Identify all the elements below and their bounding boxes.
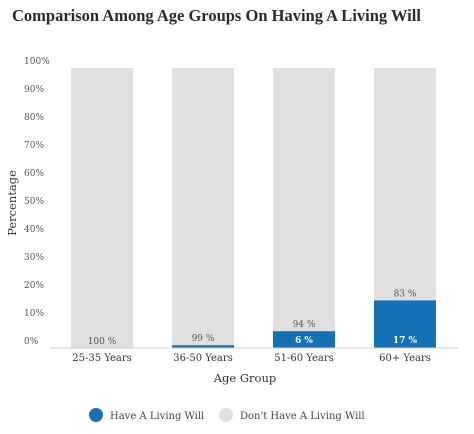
y-tick-label: 0% bbox=[24, 337, 39, 347]
bars bbox=[71, 68, 436, 348]
data-label-dont-have: 100 % bbox=[88, 337, 117, 347]
y-tick-label: 30% bbox=[24, 253, 44, 263]
data-label-dont-have: 83 % bbox=[394, 289, 417, 299]
x-tick-label: 36-50 Years bbox=[173, 353, 233, 364]
data-label-have: 17 % bbox=[393, 336, 418, 346]
data-label-have: 6 % bbox=[295, 336, 313, 346]
x-tick-label: 51-60 Years bbox=[274, 353, 334, 364]
y-tick-label: 80% bbox=[24, 113, 44, 123]
y-tick-label: 20% bbox=[24, 281, 44, 291]
bar-have bbox=[273, 331, 335, 348]
y-tick-label: 70% bbox=[24, 141, 44, 151]
x-axis-tick-labels: 25-35 Years 36-50 Years 51-60 Years 60+ Yea… bbox=[72, 353, 431, 364]
bar-have bbox=[172, 345, 234, 348]
x-tick-label: 60+ Years bbox=[379, 353, 431, 364]
y-tick-label: 60% bbox=[24, 169, 44, 179]
legend-marker bbox=[219, 408, 233, 422]
y-tick-label: 50% bbox=[24, 197, 44, 207]
y-tick-label: 10% bbox=[24, 309, 44, 319]
bar-dont-have bbox=[273, 68, 335, 332]
y-tick-label: 90% bbox=[24, 85, 44, 95]
data-label-dont-have: 99 % bbox=[192, 334, 215, 344]
bar-dont-have bbox=[71, 68, 133, 348]
chart-title: Comparison Among Age Groups On Having A … bbox=[12, 6, 421, 25]
y-axis-title: Percentage bbox=[5, 170, 19, 236]
legend-label: Have A Living Will bbox=[110, 411, 204, 422]
y-tick-label: 40% bbox=[24, 225, 44, 235]
legend-label: Don't Have A Living Will bbox=[240, 411, 365, 422]
legend: Have A Living Will Don't Have A Living Wi… bbox=[89, 408, 365, 422]
x-tick-label: 25-35 Years bbox=[72, 353, 132, 364]
y-tick-label: 100% bbox=[24, 57, 50, 67]
legend-marker bbox=[89, 408, 103, 422]
data-labels: 100 % 99 % 94 % 6 % 83 % 17 % bbox=[88, 289, 418, 347]
x-axis-title: Age Group bbox=[213, 371, 277, 385]
bar-dont-have bbox=[172, 68, 234, 346]
bar-dont-have bbox=[374, 68, 436, 301]
y-axis-ticks: 0% 10% 20% 30% 40% 50% 60% 70% 80% 90% 100% bbox=[24, 57, 50, 347]
data-label-dont-have: 94 % bbox=[293, 320, 316, 330]
bar-have bbox=[374, 300, 436, 348]
